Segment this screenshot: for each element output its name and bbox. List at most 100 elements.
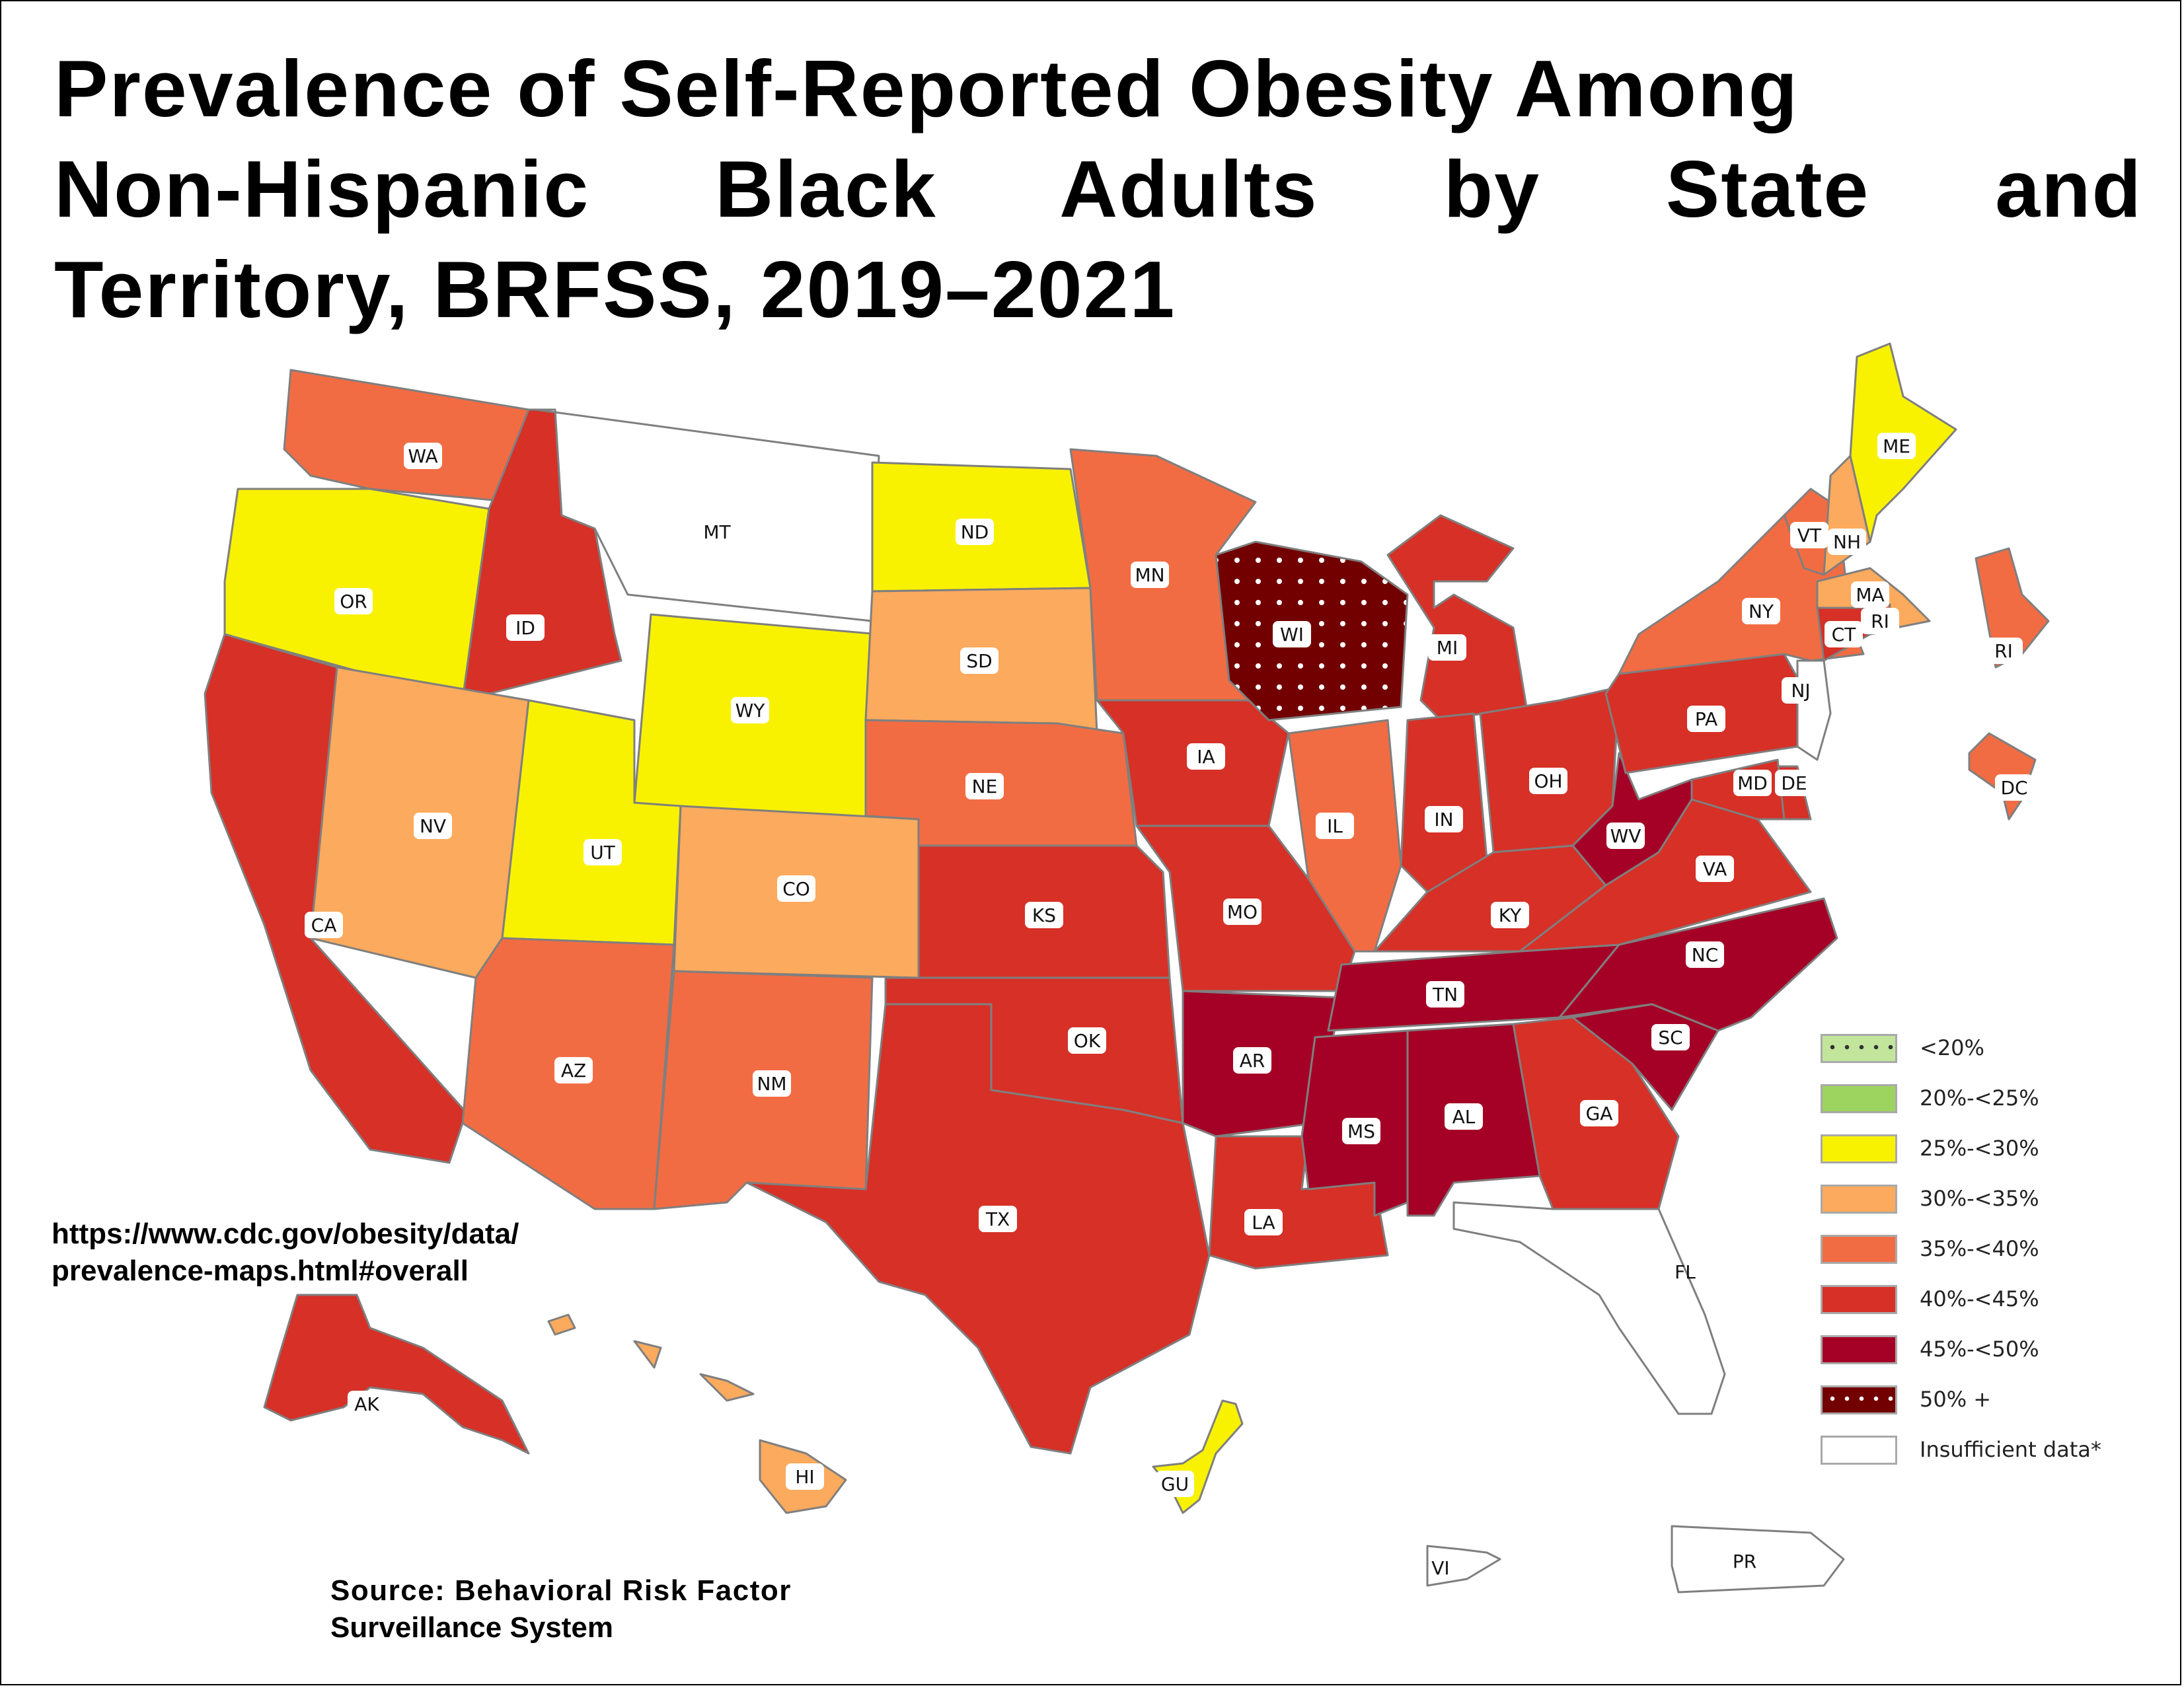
legend-swatch <box>1821 1436 1897 1465</box>
legend-swatch <box>1821 1285 1897 1314</box>
region-label-la: LA <box>1244 1209 1283 1235</box>
region-label-gu: GU <box>1156 1471 1194 1497</box>
svg-text:ID: ID <box>515 617 535 639</box>
svg-text:MN: MN <box>1135 564 1164 586</box>
region-label-ny: NY <box>1742 598 1780 624</box>
legend-label: 45%-<50% <box>1920 1337 2039 1362</box>
svg-text:NH: NH <box>1833 531 1861 553</box>
svg-text:MS: MS <box>1347 1120 1375 1142</box>
legend-item-45-50: 45%-<50% <box>1821 1335 2177 1367</box>
region-label-ak: AK <box>348 1391 386 1417</box>
svg-text:NJ: NJ <box>1791 680 1810 702</box>
legend-swatch <box>1821 1134 1897 1163</box>
regions-layer <box>204 342 2050 1594</box>
region-label-id: ID <box>506 614 545 641</box>
region-label-wi: WI <box>1273 621 1311 647</box>
svg-text:CO: CO <box>782 878 810 900</box>
svg-text:KS: KS <box>1032 904 1056 926</box>
source-url-line-1[interactable]: https://www.cdc.gov/obesity/data/ <box>52 1218 519 1250</box>
map-title: Prevalence of Self-Reported Obesity Amon… <box>54 38 2142 340</box>
region-label-ri: RI <box>1984 638 2023 664</box>
svg-text:IL: IL <box>1327 815 1343 837</box>
svg-text:WA: WA <box>408 445 437 467</box>
source-note-line-2: Surveillance System <box>330 1611 614 1644</box>
svg-text:SC: SC <box>1658 1027 1682 1048</box>
region-label-ut: UT <box>584 839 622 865</box>
region-ak <box>263 1294 530 1455</box>
region-label-nd: ND <box>956 519 994 545</box>
svg-text:GU: GU <box>1161 1473 1189 1495</box>
region-label-nj: NJ <box>1782 677 1820 704</box>
svg-text:WV: WV <box>1610 825 1641 847</box>
region-label-ca: CA <box>305 912 343 938</box>
svg-text:KY: KY <box>1499 904 1522 926</box>
region-label-tn: TN <box>1426 981 1464 1008</box>
region-label-fl: FL <box>1675 1261 1696 1283</box>
region-label-sd: SD <box>960 647 998 674</box>
svg-text:RI: RI <box>1871 610 1889 632</box>
svg-text:WI: WI <box>1280 624 1304 645</box>
legend-label: 30%-<35% <box>1920 1186 2039 1211</box>
svg-text:FL: FL <box>1675 1261 1696 1283</box>
source-url[interactable]: https://www.cdc.gov/obesity/data/ preval… <box>52 1216 519 1290</box>
region-label-md: MD <box>1733 770 1772 796</box>
legend-swatch <box>1821 1084 1897 1113</box>
svg-text:TN: TN <box>1432 984 1458 1006</box>
svg-text:PR: PR <box>1733 1551 1756 1572</box>
region-label-ct: CT <box>1825 621 1863 647</box>
legend-label: 20%-<25% <box>1920 1085 2039 1111</box>
labels-layer: WA OR CA ID NV MT WY UT AZ CO NM ND SD NE KS OK TX MN IA MO… <box>305 433 2033 1579</box>
svg-text:WY: WY <box>735 700 766 721</box>
svg-text:VI: VI <box>1431 1557 1449 1579</box>
svg-text:DE: DE <box>1781 772 1807 794</box>
svg-text:OH: OH <box>1534 770 1562 792</box>
region-label-ky: KY <box>1491 902 1529 928</box>
legend-item-35-40: 35%-<40% <box>1821 1235 2177 1266</box>
region-label-dc: DC <box>1995 774 2033 801</box>
region-label-va: VA <box>1696 856 1734 882</box>
region-label-hi: HI <box>786 1463 824 1490</box>
svg-text:IA: IA <box>1197 746 1215 768</box>
region-label-ga: GA <box>1580 1100 1618 1126</box>
svg-text:IN: IN <box>1434 809 1453 830</box>
region-label-ms: MS <box>1342 1118 1380 1144</box>
source-url-line-2[interactable]: prevalence-maps.html#overall <box>52 1255 469 1287</box>
legend-item-40-45: 40%-<45% <box>1821 1285 2177 1317</box>
svg-text:NC: NC <box>1692 944 1719 966</box>
region-mi <box>1386 514 1528 721</box>
region-label-wv: WV <box>1606 823 1645 849</box>
svg-text:HI: HI <box>795 1466 814 1488</box>
svg-text:OR: OR <box>340 591 367 612</box>
region-label-mt: MT <box>703 521 731 543</box>
region-wa <box>283 369 530 503</box>
svg-text:AK: AK <box>354 1393 379 1415</box>
region-label-pr: PR <box>1733 1551 1756 1572</box>
legend-item-30-35: 30%-<35% <box>1821 1185 2177 1216</box>
svg-text:RI: RI <box>1994 640 2013 662</box>
svg-text:NM: NM <box>757 1073 786 1095</box>
region-label-ri: RI <box>1861 608 1899 634</box>
region-label-ma: MA <box>1851 581 1889 608</box>
region-label-nm: NM <box>753 1070 791 1097</box>
legend-item-20-25: 20%-<25% <box>1821 1084 2177 1116</box>
region-label-ia: IA <box>1187 743 1225 770</box>
svg-text:AZ: AZ <box>561 1060 586 1082</box>
region-label-wy: WY <box>731 697 769 723</box>
svg-text:AL: AL <box>1452 1106 1476 1128</box>
region-label-pa: PA <box>1687 706 1725 732</box>
svg-text:CA: CA <box>311 914 337 936</box>
svg-text:ND: ND <box>961 521 989 543</box>
region-pr <box>1671 1525 1845 1594</box>
region-wi <box>1215 540 1409 721</box>
legend-label: 40%-<45% <box>1920 1286 2039 1311</box>
svg-text:MA: MA <box>1856 584 1884 606</box>
region-label-al: AL <box>1445 1103 1483 1130</box>
svg-text:NE: NE <box>972 776 998 797</box>
region-label-or: OR <box>334 588 373 614</box>
region-label-mo: MO <box>1223 899 1261 925</box>
region-label-in: IN <box>1425 806 1463 832</box>
title-line-2: Non-Hispanic Black Adults by State and <box>54 144 2142 234</box>
region-label-az: AZ <box>554 1057 593 1083</box>
